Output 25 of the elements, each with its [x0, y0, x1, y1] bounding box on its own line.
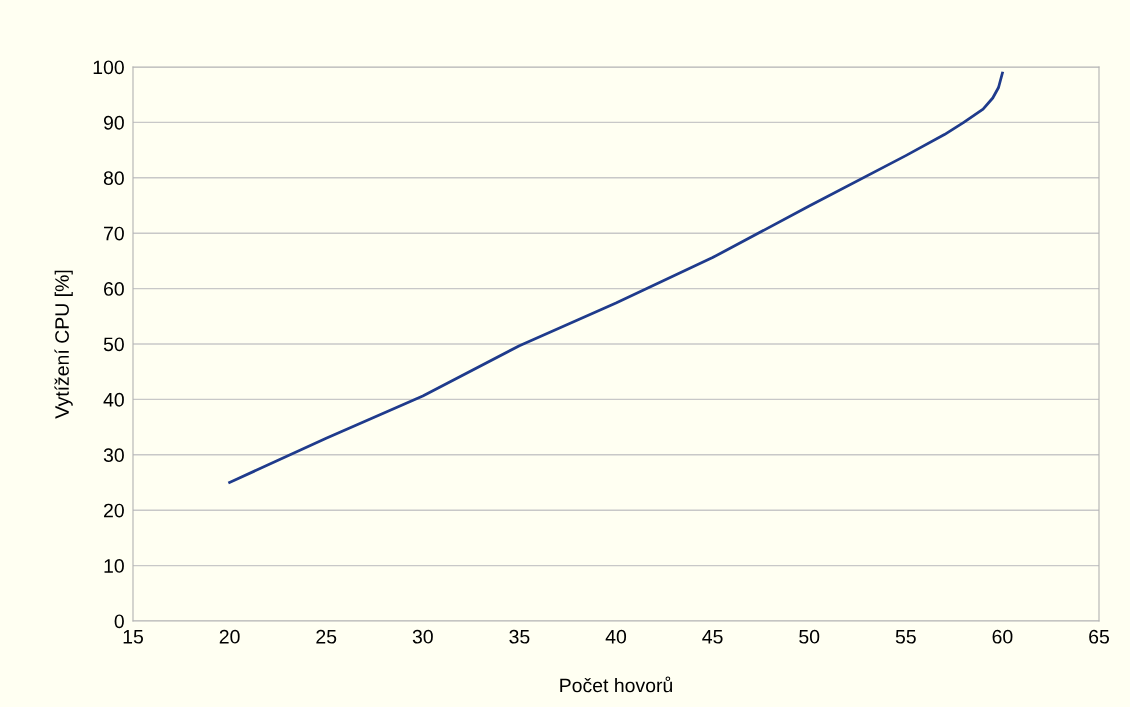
- y-tick-label: 30: [103, 448, 124, 463]
- x-tick-label: 25: [316, 629, 337, 644]
- x-tick-label: 55: [895, 630, 916, 644]
- y-tick-label: 80: [103, 171, 124, 186]
- y-axis-title: Vytížení CPU [%]: [54, 270, 73, 419]
- x-tick-label: 35: [509, 629, 530, 644]
- x-tick-label: 40: [605, 629, 627, 644]
- line-series: [228, 71, 1004, 484]
- x-tick-label: 45: [702, 630, 723, 644]
- y-tick-label: 10: [104, 559, 124, 573]
- x-tick-label: 20: [219, 629, 240, 644]
- y-tick-label: 100: [93, 60, 124, 75]
- x-tick-label: 50: [799, 629, 820, 644]
- y-tick-label: 90: [103, 115, 124, 130]
- y-tick-label: 70: [104, 226, 124, 241]
- y-tick-label: 20: [104, 503, 124, 518]
- x-axis-title: Počet hovorů: [560, 676, 672, 693]
- y-tick-label: 60: [104, 282, 124, 296]
- x-tick-label: 30: [412, 629, 433, 644]
- x-tick-label: 15: [123, 630, 143, 644]
- y-tick-label: 40: [103, 392, 124, 407]
- y-tick-label: 0: [114, 614, 124, 629]
- y-tick-label: 50: [103, 337, 124, 352]
- x-tick-label: 60: [992, 629, 1013, 644]
- x-tick-label: 65: [1089, 629, 1109, 644]
